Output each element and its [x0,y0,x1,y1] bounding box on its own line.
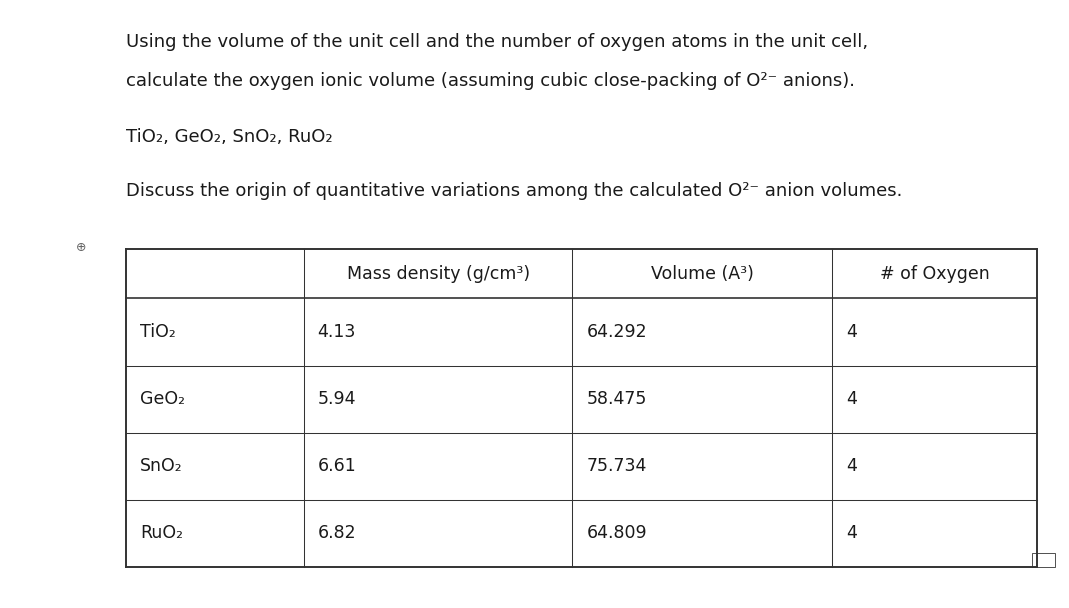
Text: TiO₂: TiO₂ [140,323,175,341]
Text: 4.13: 4.13 [317,323,356,341]
Text: 4: 4 [846,390,856,408]
Text: calculate the oxygen ionic volume (assuming cubic close-packing of O²⁻ anions).: calculate the oxygen ionic volume (assum… [126,72,855,90]
Text: # of Oxygen: # of Oxygen [880,265,989,283]
Text: Volume (A³): Volume (A³) [651,265,754,283]
Text: 4: 4 [846,323,856,341]
Text: Using the volume of the unit cell and the number of oxygen atoms in the unit cel: Using the volume of the unit cell and th… [126,33,868,52]
Text: GeO₂: GeO₂ [140,390,185,408]
Text: SnO₂: SnO₂ [140,457,183,475]
Text: 58.475: 58.475 [586,390,647,408]
Text: TiO₂, GeO₂, SnO₂, RuO₂: TiO₂, GeO₂, SnO₂, RuO₂ [126,128,332,146]
Text: RuO₂: RuO₂ [140,524,183,542]
Bar [1032,553,1055,567]
Text: 4: 4 [846,524,856,542]
Text: 5.94: 5.94 [317,390,356,408]
Text: 6.82: 6.82 [317,524,356,542]
Text: ⊕: ⊕ [76,241,87,254]
Text: 4: 4 [846,457,856,475]
Text: 6.61: 6.61 [317,457,356,475]
Text: 75.734: 75.734 [586,457,647,475]
Text: 64.292: 64.292 [586,323,647,341]
Text: 64.809: 64.809 [586,524,647,542]
Text: Discuss the origin of quantitative variations among the calculated O²⁻ anion vol: Discuss the origin of quantitative varia… [126,182,902,201]
Text: Mass density (g/cm³): Mass density (g/cm³) [346,265,529,283]
